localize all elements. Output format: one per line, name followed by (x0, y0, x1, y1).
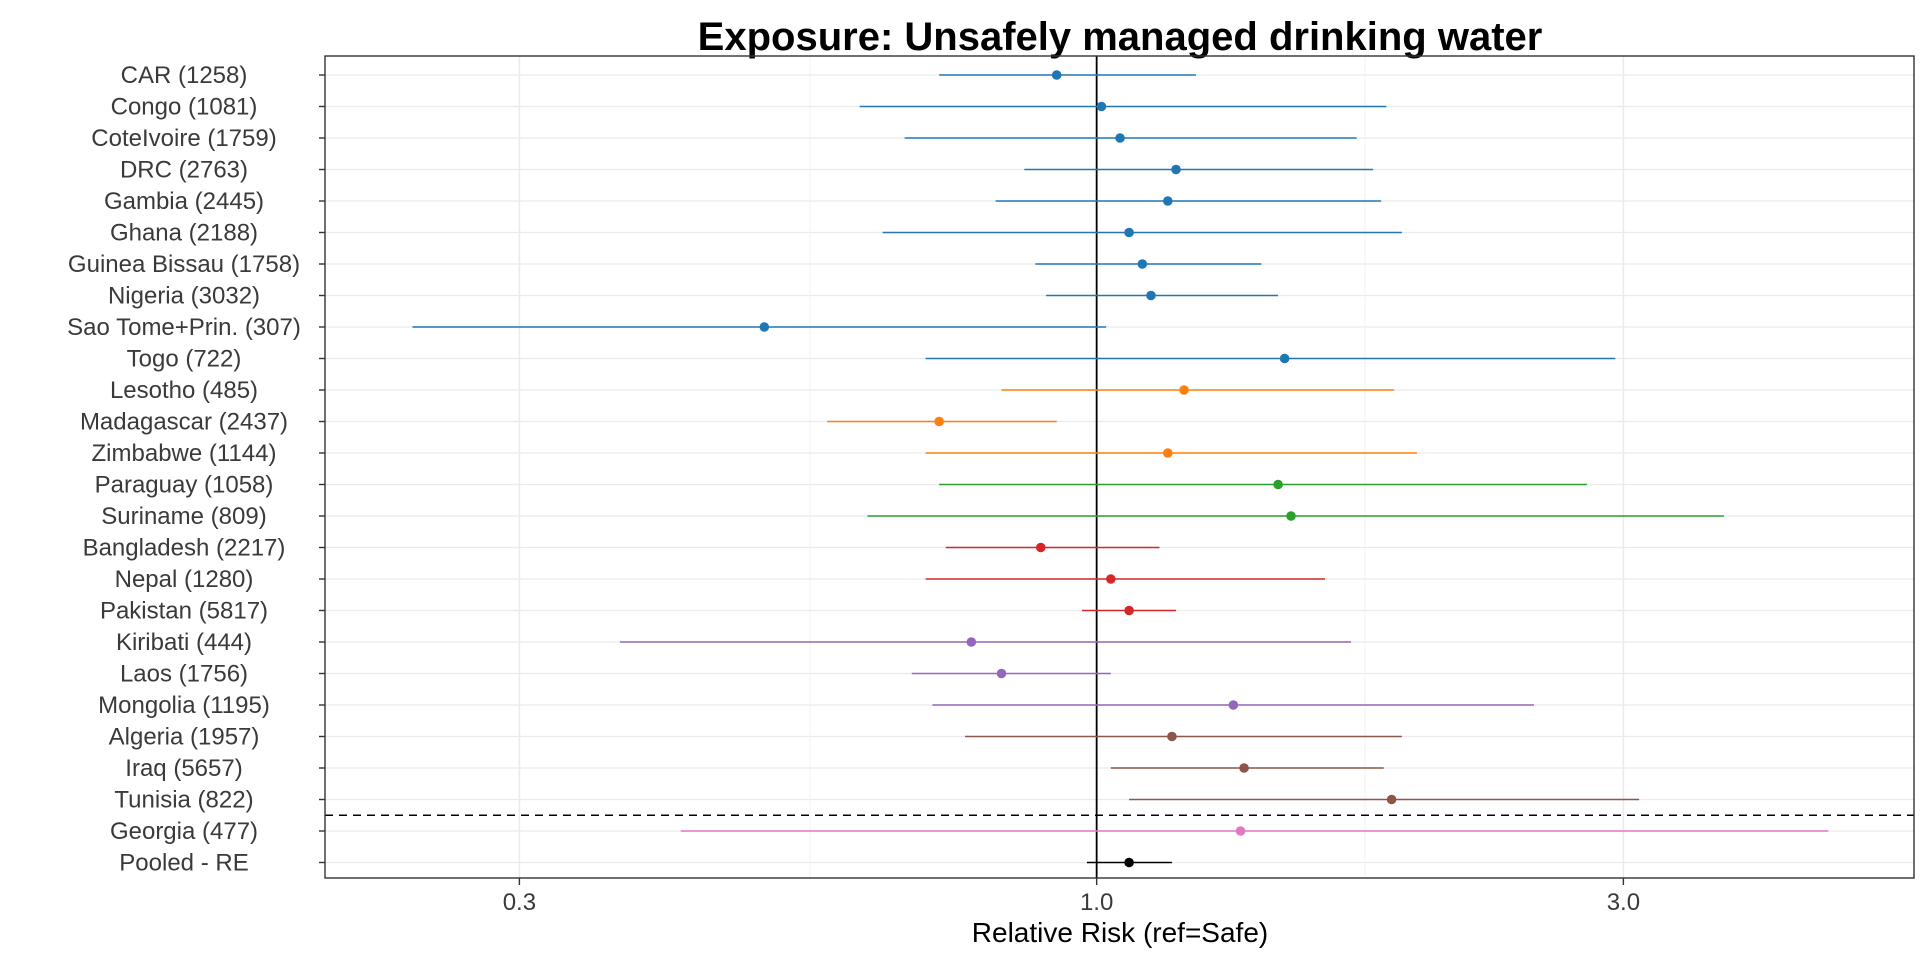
data-marks (412, 70, 1829, 868)
point-estimate (1273, 479, 1283, 490)
row-labels: CAR (1258) Congo (1081) CoteIvoire (1759) D… (67, 62, 325, 877)
point-estimate (1137, 259, 1148, 269)
row-label: DRC (2763) (120, 157, 248, 184)
row-label: Guinea Bissau (1758) (68, 251, 300, 278)
point-estimate (1124, 605, 1134, 616)
row-label: Kiribati (444) (116, 629, 252, 656)
point-estimate (1124, 227, 1134, 238)
point-estimate (1239, 763, 1249, 773)
row-label: Paraguay (1058) (95, 472, 274, 499)
row-label: Tunisia (822) (114, 787, 253, 814)
point-estimate (1035, 542, 1046, 553)
point-estimate (1279, 353, 1290, 364)
point-estimate (1096, 101, 1107, 112)
row-label: Pakistan (5817) (100, 598, 268, 625)
point-estimate (1235, 826, 1246, 836)
x-tick-label: 1.0 (1080, 889, 1113, 916)
row-label: Georgia (477) (110, 818, 258, 845)
x-tick-label: 3.0 (1607, 889, 1640, 916)
point-estimate (1167, 731, 1177, 742)
point-estimate (996, 668, 1007, 679)
row-label: Congo (1081) (111, 94, 258, 121)
row-label: Ghana (2188) (110, 220, 258, 247)
row-label: Iraq (5657) (125, 755, 242, 782)
row-label: Suriname (809) (101, 503, 266, 530)
point-estimate (934, 416, 944, 427)
row-label: Nigeria (3032) (108, 283, 260, 310)
panel-border-group (324, 55, 1915, 879)
row-label: Lesotho (485) (110, 377, 258, 404)
row-label: Zimbabwe (1144) (92, 440, 277, 467)
grid-lines (325, 56, 1914, 878)
point-estimate (1106, 574, 1116, 584)
row-label: Nepal (1280) (115, 566, 254, 593)
chart-title: Exposure: Unsafely managed drinking wate… (698, 15, 1543, 59)
point-estimate (1115, 133, 1125, 143)
x-axis-label: Relative Risk (ref=Safe) (972, 917, 1268, 948)
point-estimate (1386, 794, 1397, 805)
row-label: Sao Tome+Prin. (307) (67, 314, 301, 341)
point-estimate (1163, 196, 1173, 206)
row-label: Mongolia (1195) (98, 692, 270, 719)
row-label: Laos (1756) (120, 661, 248, 688)
point-estimate (1146, 290, 1156, 301)
row-label: Bangladesh (2217) (83, 535, 286, 562)
point-estimate (1051, 70, 1062, 80)
point-estimate (1124, 857, 1134, 868)
point-estimate (966, 637, 977, 647)
point-estimate (1286, 511, 1296, 521)
reference-line-group (325, 56, 1914, 878)
row-label: Gambia (2445) (104, 188, 264, 215)
row-label: Madagascar (2437) (80, 409, 288, 436)
row-label: Pooled - RE (119, 850, 248, 877)
row-label: CoteIvoire (1759) (91, 125, 276, 152)
x-tick-label: 0.3 (503, 889, 536, 916)
row-label: Togo (722) (127, 346, 242, 373)
panel-border (324, 55, 1915, 879)
point-estimate (1179, 385, 1189, 395)
row-label: Algeria (1957) (109, 724, 260, 751)
point-estimate (1171, 164, 1181, 175)
point-estimate (1163, 448, 1173, 458)
x-axis-ticks: 0.3 1.0 3.0 (503, 878, 1640, 916)
point-estimate (759, 322, 770, 332)
point-estimate (1228, 700, 1239, 710)
row-label: CAR (1258) (121, 62, 248, 89)
